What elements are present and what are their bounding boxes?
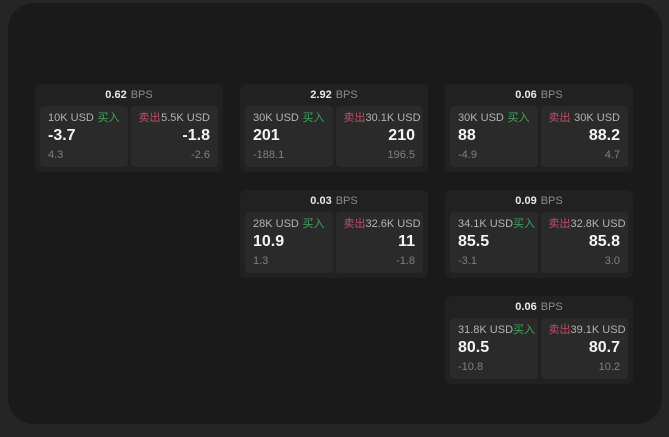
card-header: 2.92 BPS <box>240 84 428 106</box>
bps-unit-label: BPS <box>540 195 563 207</box>
sell-amount: 5.5K USD <box>161 112 210 124</box>
buy-delta: 4.3 <box>48 149 64 161</box>
sell-amount: 30K USD <box>574 112 620 124</box>
buy-label: 买入 <box>507 112 530 124</box>
buy-panel[interactable]: 34.1K USD 买入 85.5 -3.1 <box>450 212 538 273</box>
card-header: 0.06 BPS <box>445 84 633 106</box>
sell-label: 卖出 <box>343 112 366 124</box>
sell-panel[interactable]: 卖出 39.1K USD 80.7 10.2 <box>540 318 628 379</box>
sell-amount: 30.1K USD <box>365 112 421 124</box>
buy-amount: 10K USD <box>48 112 94 124</box>
buy-amount: 31.8K USD <box>458 324 514 336</box>
buy-price: 80.5 <box>458 339 490 356</box>
bps-value: 2.92 <box>310 89 332 101</box>
card-header: 0.03 BPS <box>240 190 428 212</box>
sell-panel[interactable]: 卖出 30K USD 88.2 4.7 <box>540 106 628 167</box>
buy-delta: -3.1 <box>458 255 477 267</box>
buy-panel[interactable]: 30K USD 买入 88 -4.9 <box>450 106 538 167</box>
buy-amount: 30K USD <box>253 112 299 124</box>
sell-label: 卖出 <box>548 218 571 230</box>
sell-label: 卖出 <box>548 112 571 124</box>
card-body: 30K USD 买入 88 -4.9 卖出 30K USD 88.2 4.7 <box>445 106 633 172</box>
card-body: 28K USD 买入 10.9 1.3 卖出 32.6K USD 11 -1.8 <box>240 212 428 278</box>
sell-price: 210 <box>388 127 415 144</box>
buy-amount: 34.1K USD <box>458 218 514 230</box>
buy-label: 买入 <box>513 324 536 336</box>
buy-panel[interactable]: 28K USD 买入 10.9 1.3 <box>245 212 333 273</box>
sell-panel[interactable]: 卖出 32.6K USD 11 -1.8 <box>335 212 423 273</box>
buy-delta: -4.9 <box>458 149 477 161</box>
buy-panel[interactable]: 30K USD 买入 201 -188.1 <box>245 106 333 167</box>
sell-label: 卖出 <box>343 218 366 230</box>
sell-delta: 196.5 <box>387 149 415 161</box>
buy-label: 买入 <box>302 218 325 230</box>
sell-price: -1.8 <box>182 127 210 144</box>
bps-unit-label: BPS <box>540 89 563 101</box>
sell-label: 卖出 <box>548 324 571 336</box>
sell-price: 88.2 <box>588 127 620 144</box>
buy-price: 85.5 <box>458 233 490 250</box>
buy-amount: 28K USD <box>253 218 299 230</box>
buy-price: 88 <box>458 127 476 144</box>
buy-price: 201 <box>253 127 280 144</box>
buy-price: 10.9 <box>253 233 285 250</box>
sell-delta: 3.0 <box>604 255 620 267</box>
bps-unit-label: BPS <box>540 301 563 313</box>
bps-unit-label: BPS <box>335 89 358 101</box>
quote-card[interactable]: 0.03 BPS 28K USD 买入 10.9 1.3 卖出 32.6K US… <box>240 190 428 278</box>
sell-delta: -2.6 <box>191 149 210 161</box>
sell-amount: 39.1K USD <box>570 324 626 336</box>
bps-value: 0.62 <box>105 89 127 101</box>
card-body: 10K USD 买入 -3.7 4.3 卖出 5.5K USD -1.8 -2.… <box>35 106 223 172</box>
buy-panel[interactable]: 31.8K USD 买入 80.5 -10.8 <box>450 318 538 379</box>
sell-amount: 32.8K USD <box>570 218 626 230</box>
quote-card[interactable]: 0.06 BPS 31.8K USD 买入 80.5 -10.8 卖出 39.1… <box>445 296 633 384</box>
bps-unit-label: BPS <box>130 89 153 101</box>
buy-panel[interactable]: 10K USD 买入 -3.7 4.3 <box>40 106 128 167</box>
quote-card[interactable]: 2.92 BPS 30K USD 买入 201 -188.1 卖出 30.1K … <box>240 84 428 172</box>
sell-delta: 10.2 <box>598 361 620 373</box>
buy-label: 买入 <box>97 112 120 124</box>
buy-delta: -188.1 <box>253 149 285 161</box>
buy-amount: 30K USD <box>458 112 504 124</box>
buy-label: 买入 <box>513 218 536 230</box>
sell-delta: -1.8 <box>396 255 415 267</box>
bps-value: 0.03 <box>310 195 332 207</box>
sell-price: 85.8 <box>588 233 620 250</box>
card-body: 34.1K USD 买入 85.5 -3.1 卖出 32.8K USD 85.8… <box>445 212 633 278</box>
card-header: 0.62 BPS <box>35 84 223 106</box>
sell-panel[interactable]: 卖出 5.5K USD -1.8 -2.6 <box>130 106 218 167</box>
sell-panel[interactable]: 卖出 30.1K USD 210 196.5 <box>335 106 423 167</box>
buy-delta: 1.3 <box>253 255 269 267</box>
sell-price: 80.7 <box>588 339 620 356</box>
sell-label: 卖出 <box>138 112 161 124</box>
quote-card[interactable]: 0.62 BPS 10K USD 买入 -3.7 4.3 卖出 5.5K USD… <box>35 84 223 172</box>
card-body: 31.8K USD 买入 80.5 -10.8 卖出 39.1K USD 80.… <box>445 318 633 384</box>
sell-amount: 32.6K USD <box>365 218 421 230</box>
sell-delta: 4.7 <box>604 149 620 161</box>
buy-price: -3.7 <box>48 127 76 144</box>
quote-card[interactable]: 0.09 BPS 34.1K USD 买入 85.5 -3.1 卖出 32.8K… <box>445 190 633 278</box>
card-header: 0.09 BPS <box>445 190 633 212</box>
bps-value: 0.06 <box>515 89 537 101</box>
card-header: 0.06 BPS <box>445 296 633 318</box>
buy-delta: -10.8 <box>458 361 484 373</box>
bps-unit-label: BPS <box>335 195 358 207</box>
quote-card[interactable]: 0.06 BPS 30K USD 买入 88 -4.9 卖出 30K USD 8… <box>445 84 633 172</box>
bps-value: 0.09 <box>515 195 537 207</box>
buy-label: 买入 <box>302 112 325 124</box>
sell-panel[interactable]: 卖出 32.8K USD 85.8 3.0 <box>540 212 628 273</box>
sell-price: 11 <box>398 233 415 250</box>
card-body: 30K USD 买入 201 -188.1 卖出 30.1K USD 210 1… <box>240 106 428 172</box>
bps-value: 0.06 <box>515 301 537 313</box>
